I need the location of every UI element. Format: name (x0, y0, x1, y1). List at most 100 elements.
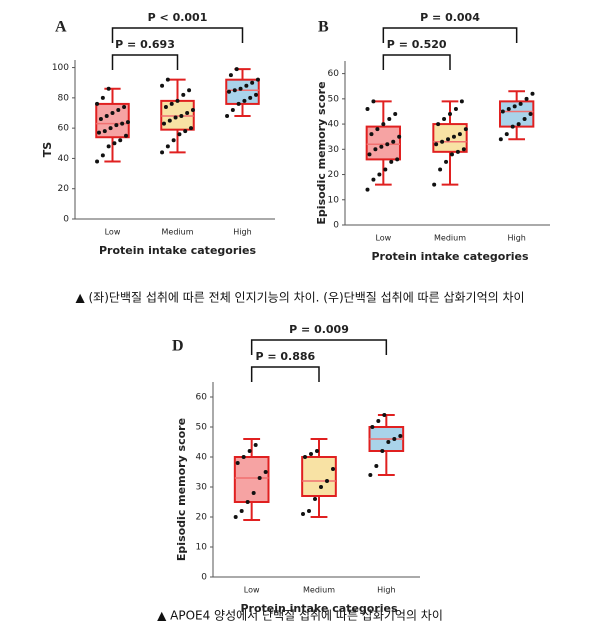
data-point (442, 117, 447, 122)
data-point (234, 67, 239, 72)
x-tick-label: High (233, 228, 251, 237)
data-point (228, 73, 233, 78)
data-point (248, 95, 253, 100)
x-tick-label: Low (375, 234, 391, 243)
data-point (179, 114, 184, 119)
y-tick-label: 80 (58, 93, 70, 103)
data-point (125, 120, 130, 125)
y-axis-label: TS (41, 142, 54, 158)
data-point (455, 149, 460, 154)
bracket (382, 54, 451, 70)
x-tick-label: Medium (434, 234, 466, 243)
data-point (522, 117, 527, 122)
data-point (528, 111, 533, 116)
data-point (365, 187, 370, 192)
panel-label: B (318, 19, 329, 36)
data-point (175, 98, 180, 103)
data-point (446, 137, 451, 142)
data-point (393, 111, 398, 116)
data-point (100, 95, 105, 100)
data-point (177, 132, 182, 137)
data-point (173, 115, 178, 120)
data-point (108, 126, 113, 131)
data-point (451, 134, 456, 139)
x-tick-label: High (377, 586, 395, 595)
caption: ▲ APOE4 양성에서 단백질 섭취에 따른 삽화기억의 차이 (157, 609, 443, 623)
box (301, 456, 337, 497)
data-point (500, 109, 505, 114)
data-point (102, 129, 107, 134)
data-point (167, 118, 172, 123)
data-point (387, 117, 392, 122)
data-point (253, 443, 258, 447)
panel-label: A (55, 19, 67, 36)
bracket (111, 54, 179, 70)
data-point (120, 121, 125, 126)
data-point (183, 129, 188, 134)
data-point (313, 497, 318, 501)
data-point (250, 80, 255, 85)
p-value: P = 0.693 (115, 38, 175, 51)
data-point (370, 425, 375, 429)
data-point (100, 153, 105, 158)
data-point (518, 101, 523, 106)
box (233, 456, 270, 503)
data-point (225, 114, 230, 119)
data-point (124, 133, 129, 138)
data-point (383, 167, 388, 172)
data-point (461, 147, 466, 152)
data-point (373, 147, 378, 152)
data-point (506, 106, 511, 111)
data-point (165, 77, 170, 82)
data-point (385, 142, 390, 147)
y-tick-label: 40 (196, 453, 208, 463)
data-point (238, 86, 243, 91)
data-point (255, 77, 260, 82)
data-point (436, 122, 441, 127)
data-point (251, 491, 256, 495)
data-point (241, 455, 246, 459)
y-tick-label: 60 (58, 124, 70, 134)
y-tick-label: 0 (201, 573, 207, 583)
data-point (457, 132, 462, 137)
data-point (371, 99, 376, 104)
data-point (242, 98, 247, 103)
data-point (510, 124, 515, 129)
x-tick-label: High (507, 234, 525, 243)
y-tick-label: 10 (196, 543, 208, 553)
box (365, 125, 401, 161)
x-tick-label: Medium (162, 228, 194, 237)
data-point (239, 509, 244, 513)
x-tick-label: Medium (303, 586, 335, 595)
box (95, 102, 130, 139)
data-point (453, 106, 458, 111)
data-point (226, 89, 231, 94)
data-point (365, 106, 370, 111)
y-tick-label: 0 (333, 221, 339, 231)
data-point (448, 111, 452, 116)
data-point (395, 157, 400, 162)
caption: ▲ (좌)단백질 섭취에 따른 전체 인지기능의 차이. (우)단백질 섭취에 … (75, 291, 524, 305)
data-point (263, 470, 268, 474)
data-point (324, 479, 329, 483)
panel-label: D (172, 338, 184, 355)
data-point (235, 461, 240, 465)
y-tick-label: 0 (63, 215, 69, 225)
data-point (171, 138, 176, 143)
data-point (371, 177, 376, 182)
y-tick-label: 30 (328, 145, 340, 155)
data-point (160, 150, 165, 155)
bracket (250, 366, 320, 382)
data-point (379, 144, 384, 149)
data-point (163, 104, 168, 109)
data-point (376, 419, 381, 423)
data-point (504, 132, 509, 137)
y-tick-label: 10 (328, 195, 340, 205)
data-point (114, 123, 119, 128)
data-point (187, 88, 192, 93)
p-value: P = 0.886 (255, 350, 315, 363)
box (499, 100, 535, 128)
x-axis-label: Protein intake categories (371, 250, 529, 263)
y-tick-label: 20 (328, 170, 340, 180)
